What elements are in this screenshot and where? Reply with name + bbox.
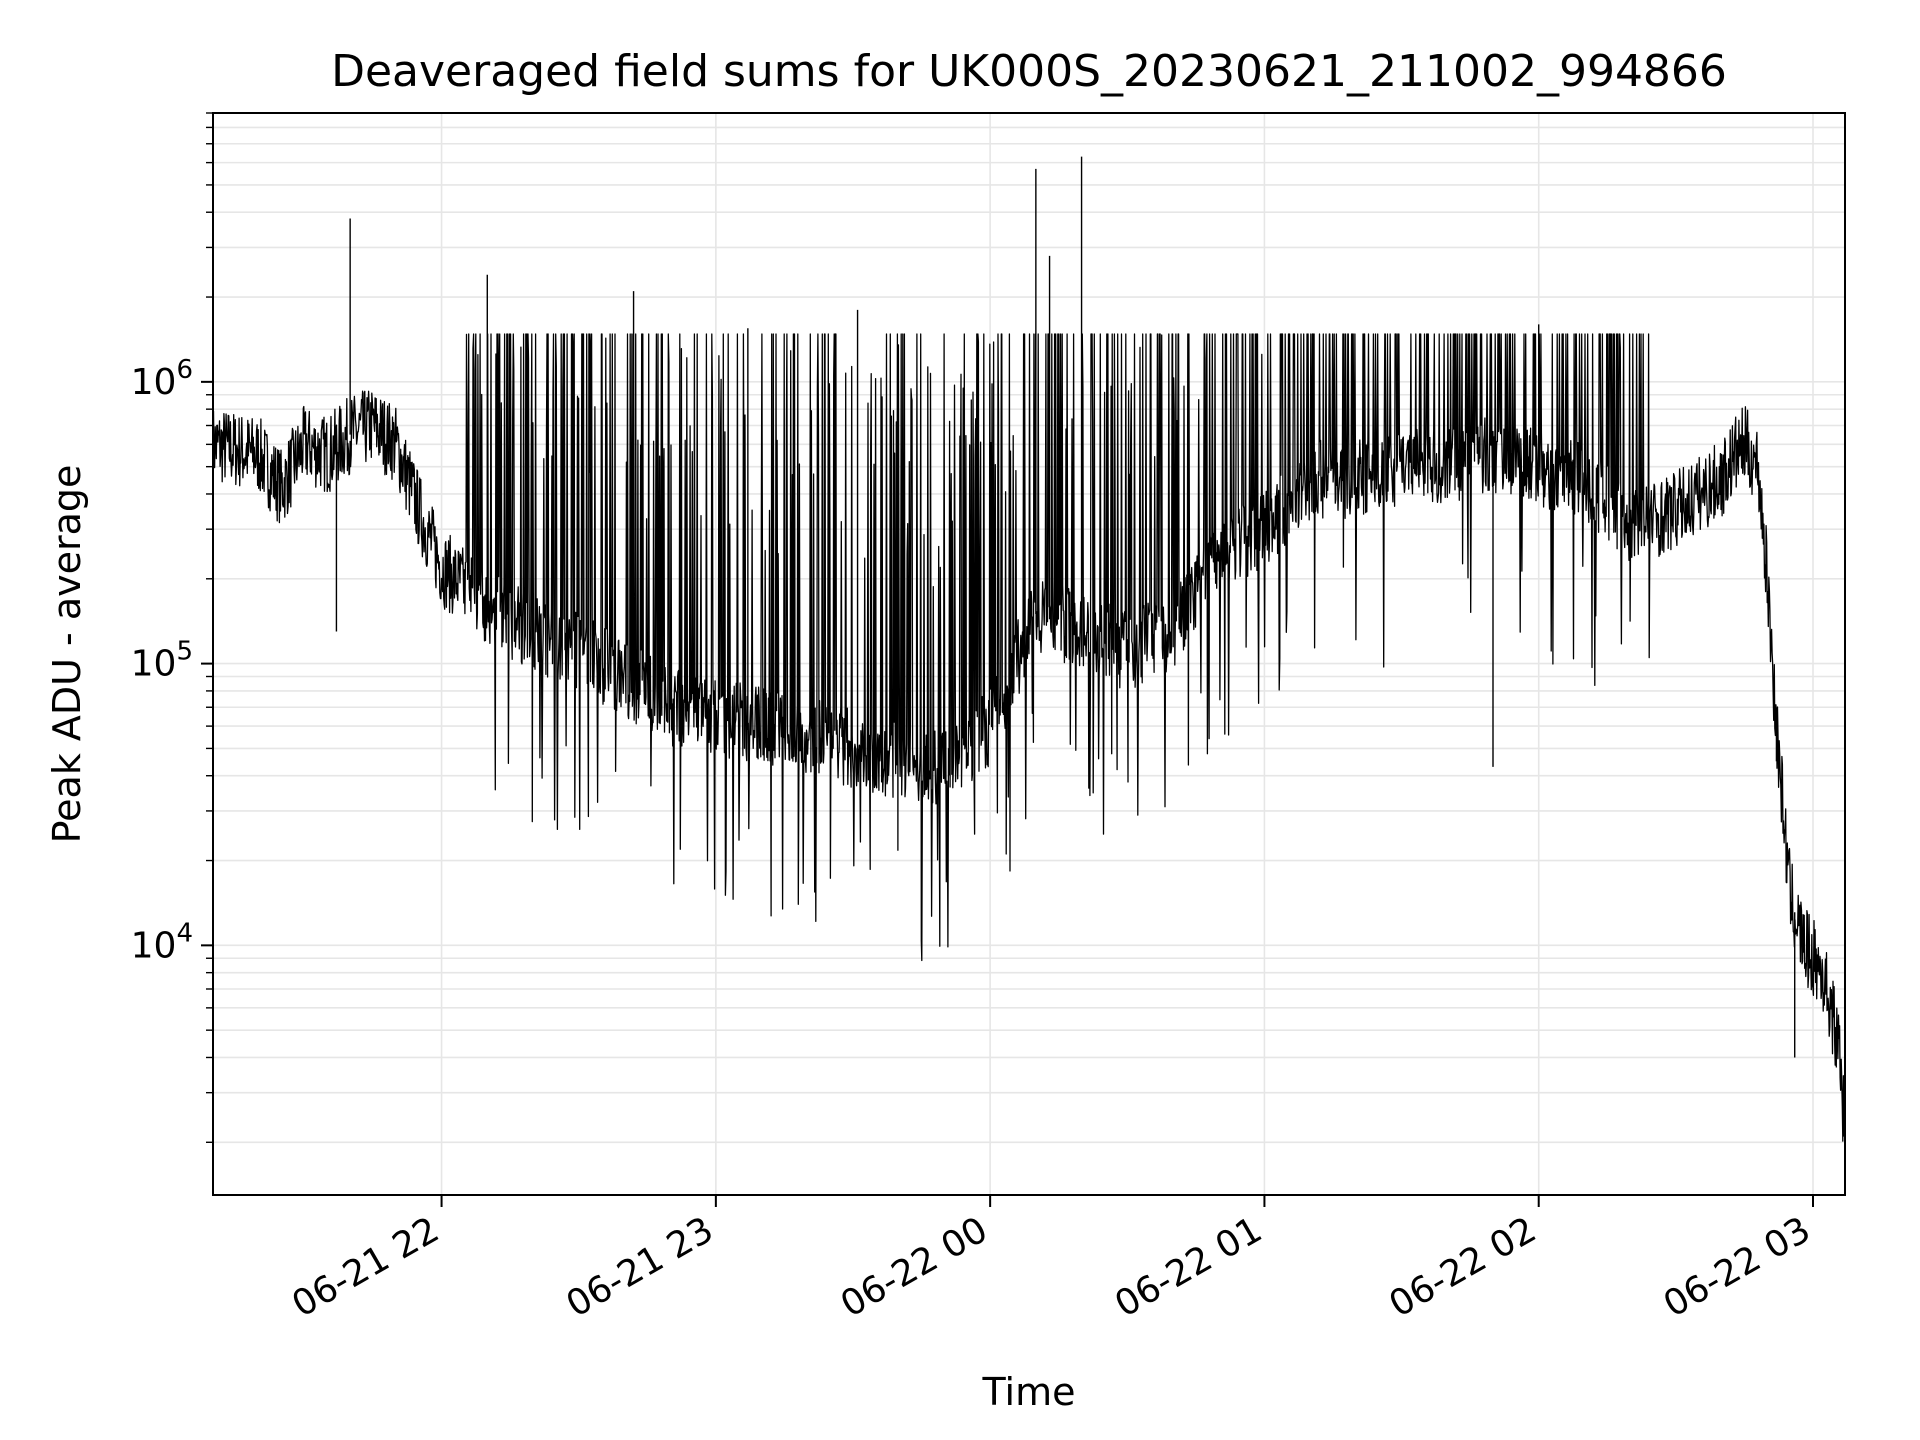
x-tick-label: 06-22 00: [834, 1209, 995, 1325]
y-axis-ticks: 104 105 106: [131, 112, 213, 1143]
axes-frame: [212, 112, 1846, 1196]
x-tick-label: 06-21 23: [560, 1209, 721, 1325]
y-tick-label: 106: [131, 355, 193, 403]
x-tick-label: 06-21 22: [285, 1209, 446, 1325]
x-tick-label: 06-22 02: [1383, 1209, 1544, 1325]
y-tick-label: 104: [131, 918, 193, 966]
y-axis-label: Peak ADU - average: [45, 465, 89, 844]
x-tick-label: 06-22 03: [1657, 1209, 1818, 1325]
x-axis-ticks: 06-21 22 06-21 23 06-22 00 06-22 01 06-22 02…: [285, 1195, 1818, 1326]
plot-area: [212, 156, 1846, 1142]
x-axis-label: Time: [982, 1370, 1076, 1414]
y-tick-label: 105: [131, 637, 193, 685]
data-series-line: [212, 333, 1846, 1142]
x-tick-label: 06-22 01: [1108, 1209, 1269, 1325]
chart-title: Deaveraged field sums for UK000S_2023062…: [331, 46, 1727, 97]
